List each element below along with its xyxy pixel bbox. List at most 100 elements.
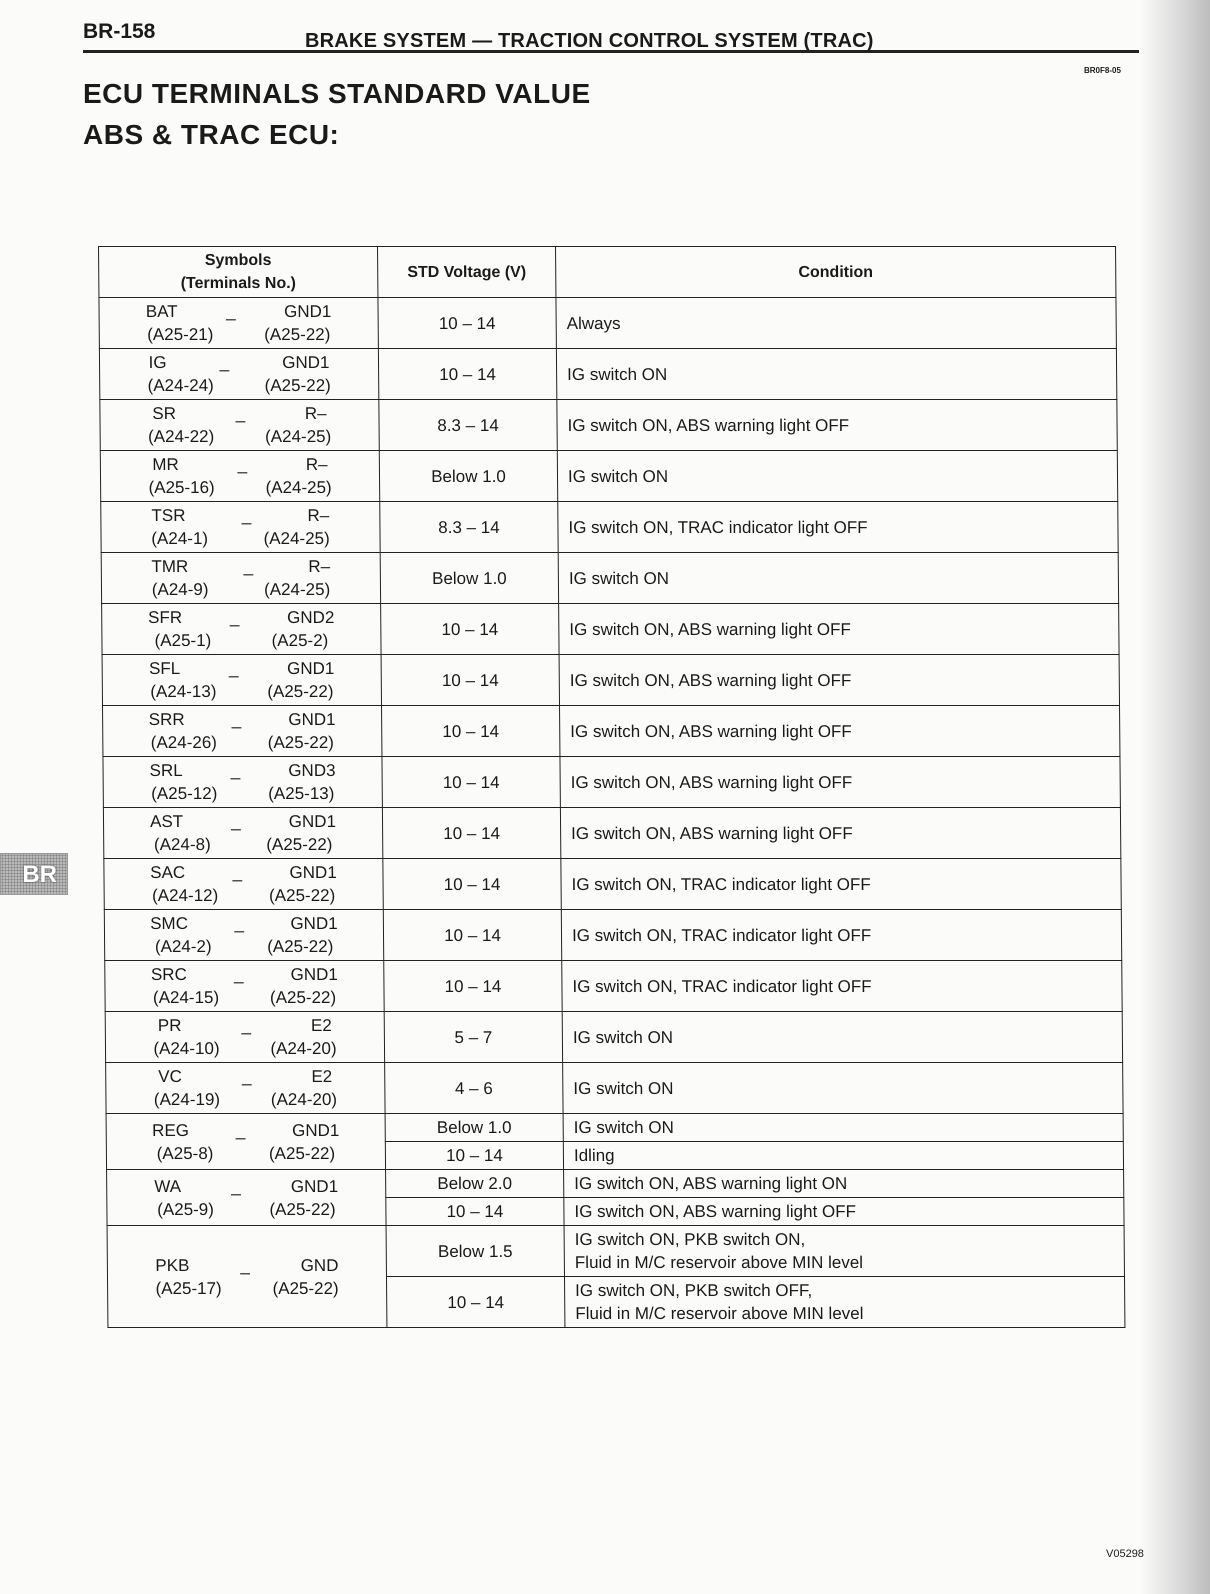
condition: IG switch ON, ABS warning light ON bbox=[563, 1169, 1124, 1198]
symbol-a: AST bbox=[149, 812, 184, 831]
figure-code: V05298 bbox=[1106, 1548, 1144, 1560]
condition: IG switch ON bbox=[563, 1113, 1124, 1142]
condition: IG switch ON, ABS warning light OFF bbox=[559, 756, 1121, 808]
terminal-symbols: IG _ GND1 (A24-24) (A25-22) bbox=[99, 348, 379, 400]
table-row: TMR _ R– (A24-9) (A24-25) Below 1.0 IG switch … bbox=[101, 552, 1119, 604]
symbol-b: GND3 bbox=[288, 761, 336, 780]
condition: IG switch ON bbox=[558, 552, 1119, 604]
symbol-separator: _ bbox=[241, 506, 252, 525]
terminal-b: (A24-20) bbox=[270, 1090, 338, 1109]
std-voltage: 4 – 6 bbox=[384, 1062, 564, 1114]
table-row: BAT _ GND1 (A25-21) (A25-22) 10 – 14 Always bbox=[98, 297, 1117, 349]
table-row: SFL _ GND1 (A24-13) (A25-22) 10 – 14 IG switch… bbox=[102, 654, 1120, 706]
terminal-b: (A25-22) bbox=[269, 1199, 336, 1219]
symbol-separator: _ bbox=[241, 1067, 252, 1086]
terminal-a: (A24-26) bbox=[150, 733, 217, 752]
terminal-symbols: SR _ R– (A24-22) (A24-25) bbox=[99, 399, 380, 451]
std-voltage: 8.3 – 14 bbox=[378, 399, 558, 451]
std-voltage: 10 – 14 bbox=[381, 705, 560, 757]
terminal-symbols: BAT _ GND1 (A25-21) (A25-22) bbox=[98, 297, 379, 349]
symbol-a: SRC bbox=[150, 965, 187, 984]
header-symbols: Symbols (Terminals No.) bbox=[98, 246, 378, 298]
terminal-b: (A25-2) bbox=[271, 631, 329, 650]
condition: IG switch ON, ABS warning light OFF bbox=[563, 1197, 1125, 1226]
terminal-b: (A25-22) bbox=[267, 937, 334, 956]
symbol-b: E2 bbox=[311, 1067, 333, 1086]
condition: IG switch ON, ABS warning light OFF bbox=[559, 654, 1120, 706]
symbol-separator: _ bbox=[243, 557, 254, 576]
table-row: SRC _ GND1 (A24-15) (A25-22) 10 – 14 IG switch… bbox=[104, 960, 1123, 1012]
table-row: SAC _ GND1 (A24-12) (A25-22) 10 – 14 IG switch… bbox=[103, 858, 1122, 910]
terminal-a: (A25-9) bbox=[157, 1199, 214, 1219]
condition: IG switch ON bbox=[562, 1011, 1123, 1063]
table-row: MR _ R– (A25-16) (A24-25) Below 1.0 IG switch … bbox=[100, 450, 1118, 502]
symbol-b: R– bbox=[305, 455, 328, 474]
condition: IG switch ON bbox=[557, 450, 1118, 502]
terminal-symbols: SFL _ GND1 (A24-13) (A25-22) bbox=[102, 654, 382, 706]
condition: IG switch ON bbox=[556, 348, 1117, 400]
std-voltage: Below 1.0 bbox=[380, 552, 559, 604]
symbol-separator: _ bbox=[233, 965, 244, 984]
terminal-symbols: MR _ R– (A25-16) (A24-25) bbox=[100, 450, 380, 502]
std-voltage: 10 – 14 bbox=[382, 807, 561, 859]
table-row: SMC _ GND1 (A24-2) (A25-22) 10 – 14 IG switch … bbox=[104, 909, 1122, 961]
symbol-b: GND1 bbox=[288, 812, 337, 831]
symbol-a: TSR bbox=[151, 506, 186, 525]
terminal-a: (A24-10) bbox=[153, 1039, 220, 1058]
symbol-a: SMC bbox=[150, 914, 189, 933]
condition: IG switch ON, PKB switch OFF, Fluid in M… bbox=[564, 1276, 1125, 1328]
symbol-separator: _ bbox=[241, 1016, 252, 1035]
terminal-symbols: SRL _ GND3 (A25-12) (A25-13) bbox=[102, 756, 383, 808]
std-voltage: 10 – 14 bbox=[385, 1141, 564, 1170]
symbol-b: GND1 bbox=[289, 863, 337, 882]
symbol-a: SFR bbox=[148, 608, 183, 627]
symbol-b: GND1 bbox=[291, 1120, 340, 1140]
page-subtitle: ABS & TRAC ECU: bbox=[83, 119, 340, 150]
terminal-symbols: SMC _ GND1 (A24-2) (A25-22) bbox=[104, 909, 384, 961]
terminal-symbols: SRC _ GND1 (A24-15) (A25-22) bbox=[104, 960, 385, 1012]
table-row: VC _ E2 (A24-19) (A24-20) 4 – 6 IG switch ON bbox=[105, 1062, 1124, 1114]
terminal-symbols: SFR _ GND2 (A25-1) (A25-2) bbox=[101, 603, 382, 655]
terminal-a: (A24-24) bbox=[147, 376, 214, 395]
condition: IG switch ON, ABS warning light OFF bbox=[556, 399, 1118, 451]
symbol-a: SRR bbox=[148, 710, 185, 729]
symbol-a: VC bbox=[158, 1067, 182, 1086]
terminal-a: (A24-8) bbox=[153, 835, 211, 854]
symbol-b: GND1 bbox=[287, 659, 335, 678]
table-row: SR _ R– (A24-22) (A24-25) 8.3 – 14 IG switch O… bbox=[99, 399, 1118, 451]
terminal-b: (A24-25) bbox=[263, 580, 331, 599]
terminal-a: (A24-15) bbox=[152, 988, 220, 1007]
page-title: ECU TERMINALS STANDARD VALUE bbox=[83, 78, 591, 109]
symbol-b: GND bbox=[300, 1255, 339, 1275]
terminal-a: (A25-17) bbox=[155, 1278, 222, 1298]
terminal-b: (A25-22) bbox=[269, 988, 337, 1007]
page-number: BR-158 bbox=[83, 20, 156, 43]
symbol-a: IG bbox=[148, 353, 167, 372]
table-row: WA _ GND1 (A25-9) (A25-22) Below 2.0 IG switch… bbox=[106, 1169, 1124, 1226]
condition: IG switch ON, ABS warning light OFF bbox=[558, 603, 1120, 655]
terminal-a: (A24-19) bbox=[153, 1090, 221, 1109]
terminal-a: (A25-12) bbox=[151, 784, 218, 803]
symbol-separator: _ bbox=[234, 914, 244, 933]
std-voltage: 10 – 14 bbox=[385, 1197, 565, 1226]
symbol-a: BAT bbox=[145, 302, 178, 321]
terminal-b: (A25-22) bbox=[272, 1278, 339, 1298]
std-voltage: 10 – 14 bbox=[377, 297, 557, 349]
symbol-a: REG bbox=[152, 1120, 190, 1140]
condition: IG switch ON, TRAC indicator light OFF bbox=[561, 909, 1122, 961]
terminal-a: (A24-22) bbox=[148, 427, 215, 446]
terminal-symbols: TSR _ R– (A24-1) (A24-25) bbox=[100, 501, 381, 553]
symbol-separator: _ bbox=[240, 1255, 250, 1275]
terminal-symbols: REG _ GND1 (A25-8) (A25-22) bbox=[106, 1113, 386, 1170]
terminal-a: (A25-21) bbox=[147, 325, 214, 344]
terminal-b: (A24-25) bbox=[265, 478, 332, 497]
section-tab: BR bbox=[0, 853, 68, 895]
terminal-symbols: AST _ GND1 (A24-8) (A25-22) bbox=[103, 807, 383, 859]
symbol-separator: _ bbox=[235, 404, 246, 423]
symbol-b: GND1 bbox=[282, 353, 330, 372]
symbol-b: GND1 bbox=[290, 914, 338, 933]
symbol-b: GND1 bbox=[290, 1176, 339, 1196]
terminal-b: (A25-13) bbox=[268, 784, 335, 803]
terminal-a: (A24-12) bbox=[152, 886, 219, 905]
symbol-a: PKB bbox=[155, 1255, 190, 1275]
